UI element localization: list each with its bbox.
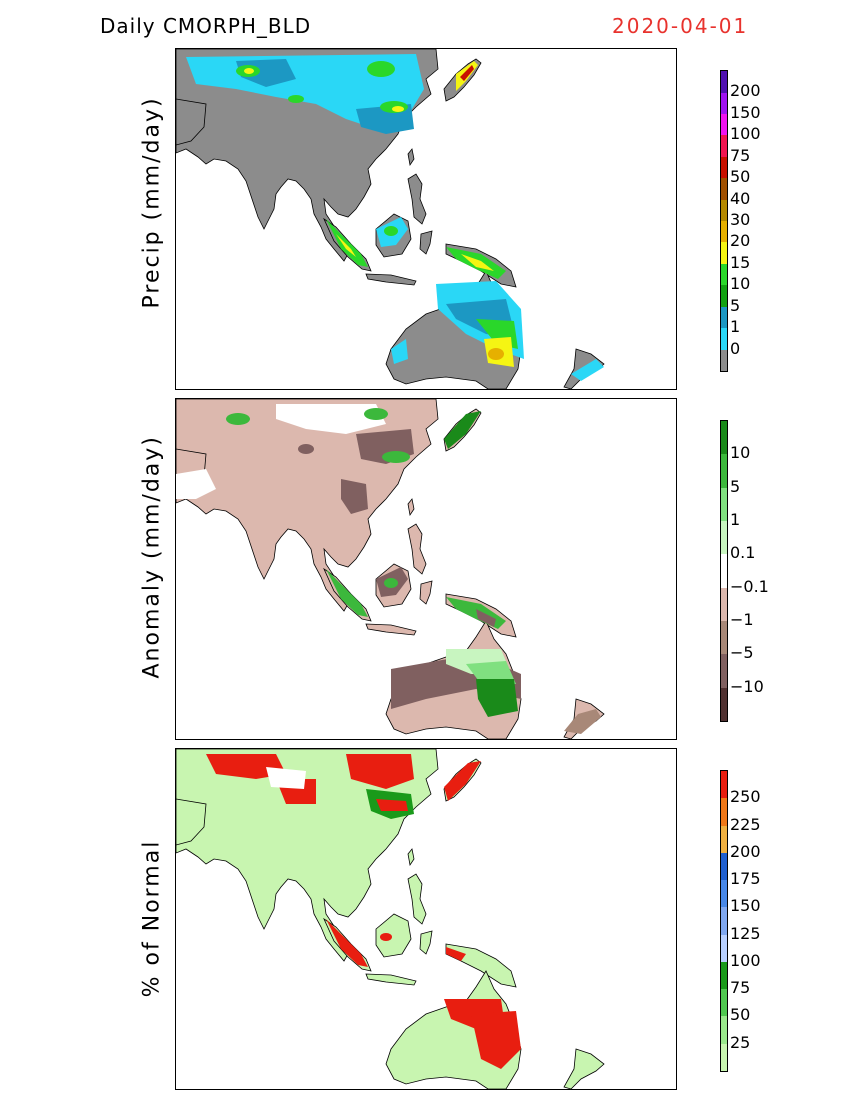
colorbar-tick-label: 150: [730, 896, 761, 916]
colorbar-segment: [721, 825, 727, 853]
colorbar-tick-label: 5: [730, 476, 741, 496]
colorbar-segment: [721, 306, 727, 329]
colorbar-segment: [721, 654, 727, 688]
colorbar-tick-label: 75: [730, 145, 751, 165]
percent-normal-colorbar: [720, 770, 728, 1072]
colorbar-tick-label: 200: [730, 81, 761, 101]
anomaly-map-panel: [175, 398, 677, 740]
colorbar-tick-label: 5: [730, 295, 741, 315]
colorbar-segment: [721, 907, 727, 935]
colorbar-segment: [721, 687, 727, 721]
colorbar-tick-label: 175: [730, 869, 761, 889]
colorbar-tick-label: 1: [730, 317, 741, 337]
colorbar-tick-label: 1: [730, 510, 741, 529]
colorbar-tick-label: 125: [730, 923, 761, 943]
colorbar-segment: [721, 961, 727, 990]
percent-normal-map-panel: [175, 748, 677, 1090]
colorbar-tick-label: 40: [730, 188, 751, 208]
colorbar-segment: [721, 421, 727, 455]
colorbar-segment: [721, 1016, 727, 1044]
colorbar-tick-label: 100: [730, 950, 761, 970]
colorbar-tick-label: −1: [730, 610, 754, 629]
colorbar-segment: [721, 263, 727, 286]
colorbar-segment: [721, 621, 727, 655]
figure-title: Daily CMORPH_BLD: [100, 14, 312, 38]
colorbar-tick-label: 50: [730, 1005, 751, 1025]
colorbar-tick-label: 250: [730, 787, 761, 807]
colorbar-segment: [721, 587, 727, 622]
colorbar-tick-label: 30: [730, 210, 751, 229]
colorbar-segment: [721, 989, 727, 1017]
precip-overlay: [186, 54, 604, 381]
colorbar-tick-label: 25: [730, 1032, 751, 1052]
colorbar-segment: [721, 92, 727, 114]
percent-normal-overlay: [206, 754, 521, 1069]
colorbar-segment: [721, 113, 727, 136]
colorbar-segment: [721, 880, 727, 908]
colorbar-segment: [721, 135, 727, 157]
figure-date: 2020-04-01: [612, 14, 749, 38]
percent-normal-axis-label: % of Normal: [139, 839, 165, 998]
colorbar-tick-label: 200: [730, 841, 761, 861]
colorbar-tick-label: −5: [730, 643, 754, 663]
colorbar-segment: [721, 1043, 727, 1071]
colorbar-tick-label: 50: [730, 167, 751, 187]
colorbar-segment: [721, 454, 727, 488]
colorbar-tick-label: −0.1: [730, 576, 769, 596]
colorbar-tick-label: 225: [730, 814, 761, 834]
colorbar-segment: [721, 221, 727, 243]
anomaly-map: [176, 399, 605, 739]
colorbar-tick-label: 20: [730, 231, 751, 251]
colorbar-segment: [721, 328, 727, 350]
colorbar-segment: [721, 285, 727, 307]
anomaly-axis-label: Anomaly (mm/day): [139, 435, 165, 679]
anomaly-colorbar: [720, 420, 728, 722]
percent-normal-map: [176, 749, 605, 1089]
precip-map: [176, 49, 605, 389]
colorbar-tick-label: 100: [730, 124, 761, 144]
colorbar-segment: [721, 199, 727, 222]
precip-map-panel: [175, 48, 677, 390]
colorbar-tick-label: 0.1: [730, 543, 756, 563]
colorbar-tick-label: 10: [730, 274, 751, 294]
colorbar-segment: [721, 934, 727, 962]
colorbar-segment: [721, 852, 727, 881]
colorbar-segment: [721, 349, 727, 371]
colorbar-segment: [721, 487, 727, 522]
colorbar-tick-label: 15: [730, 252, 751, 272]
colorbar-tick-label: 75: [730, 978, 751, 998]
colorbar-segment: [721, 156, 727, 179]
colorbar-tick-label: 10: [730, 443, 751, 463]
colorbar-segment: [721, 771, 727, 799]
colorbar-segment: [721, 798, 727, 826]
colorbar-segment: [721, 554, 727, 588]
colorbar-segment: [721, 178, 727, 200]
colorbar-segment: [721, 242, 727, 264]
colorbar-tick-label: 150: [730, 102, 761, 122]
colorbar-segment: [721, 521, 727, 555]
colorbar-tick-label: −10: [730, 676, 764, 696]
colorbar-tick-label: 0: [730, 338, 741, 358]
precip-colorbar: [720, 70, 728, 372]
colorbar-segment: [721, 71, 727, 93]
precip-axis-label: Precip (mm/day): [139, 96, 165, 309]
anomaly-overlay: [176, 404, 601, 734]
